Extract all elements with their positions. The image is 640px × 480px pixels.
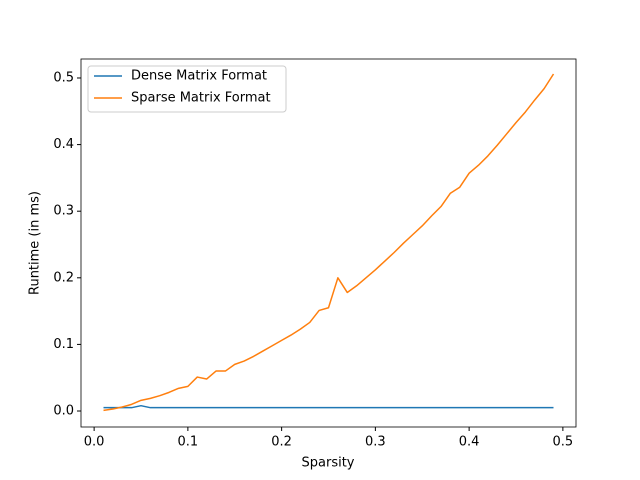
x-tick-label: 0.3 <box>365 435 386 450</box>
legend-label: Dense Matrix Format <box>131 69 267 84</box>
y-tick-label: 0.2 <box>53 270 74 285</box>
x-tick-label: 0.1 <box>178 435 199 450</box>
y-tick-label: 0.0 <box>53 404 74 419</box>
plot-frame <box>80 58 577 428</box>
x-tick-label: 0.4 <box>459 435 480 450</box>
y-axis-label: Runtime (in ms) <box>28 191 43 295</box>
x-tick-label: 0.0 <box>84 435 105 450</box>
data-line <box>103 404 554 409</box>
x-tick-label: 0.2 <box>271 435 292 450</box>
legend-box <box>87 65 287 113</box>
x-axis-label: Sparsity <box>302 456 355 471</box>
y-tick-label: 0.3 <box>53 204 74 219</box>
y-tick-label: 0.4 <box>53 137 74 152</box>
y-tick-label: 0.1 <box>53 337 74 352</box>
data-line <box>103 73 555 412</box>
x-tick-label: 0.5 <box>553 435 574 450</box>
legend-label: Sparse Matrix Format <box>131 91 271 106</box>
y-tick-label: 0.5 <box>53 70 74 85</box>
